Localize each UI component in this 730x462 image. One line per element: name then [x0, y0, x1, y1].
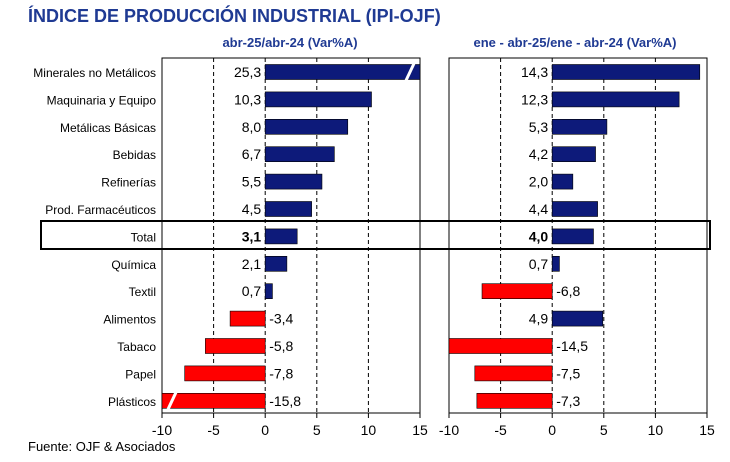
p1-tick-label: -5: [207, 422, 220, 438]
category-label-papel: Papel: [125, 367, 156, 381]
p2-value-label-plasticos: -7,3: [556, 393, 580, 409]
p2-tick-label: 10: [648, 422, 664, 438]
p2-tick-label: 5: [600, 422, 608, 438]
p1-bar-tabaco: [205, 338, 266, 354]
category-labels: Minerales no Metálicos Maquinaria y Equip…: [33, 66, 156, 409]
p1-bar-prod-farmaceuticos: [264, 201, 312, 217]
p2-tick-label: 15: [699, 422, 715, 438]
p1-value-label-tabaco: -5,8: [269, 338, 293, 354]
p2-value-label-minerales-no-metalicos: 14,3: [521, 64, 548, 80]
p1-value-label-maquinaria-y-equipo: 10,3: [234, 91, 261, 107]
p2-value-label-bebidas: 4,2: [529, 146, 549, 162]
p1-bar-quimica: [264, 255, 288, 272]
p2-value-label-total: 4,0: [529, 228, 549, 244]
p1-value-label-minerales-no-metalicos: 25,3: [234, 64, 261, 80]
p1-bar-alimentos: [229, 310, 266, 327]
p1-value-label-alimentos: -3,4: [269, 311, 293, 327]
category-label-metalicas-basicas: Metálicas Básicas: [60, 121, 156, 135]
p2-bar-alimentos: [551, 310, 604, 327]
p1-value-label-metalicas-basicas: 8,0: [242, 119, 262, 135]
category-label-total: Total: [131, 230, 156, 244]
p2-bar-metalicas-basicas: [551, 119, 608, 135]
category-label-refinerias: Refinerías: [101, 176, 156, 190]
p1-plot-frame: [161, 57, 421, 414]
p1-tick-label: 10: [361, 422, 377, 438]
p1-value-label-bebidas: 6,7: [242, 146, 262, 162]
category-label-bebidas: Bebidas: [113, 148, 156, 162]
p2-bar-tabaco: [448, 338, 553, 354]
p2-bar-total: [551, 228, 594, 245]
p2-bar-quimica: [551, 255, 560, 272]
p1-bar-textil: [264, 283, 273, 300]
p1-bar-papel: [184, 365, 266, 382]
category-label-tabaco: Tabaco: [117, 340, 156, 354]
p2-plot-frame: [448, 57, 708, 414]
source-note: Fuente: OJF & Asociados: [28, 439, 176, 454]
p2-value-label-tabaco: -14,5: [556, 338, 588, 354]
chart-title: ÍNDICE DE PRODUCCIÓN INDUSTRIAL (IPI-OJF…: [28, 5, 441, 26]
panel-monthly: -10 -5 0 5 10 15 25,3 10,3 8,0 6,7 5,5 4,5 3,1 2,1 0,7…: [152, 57, 428, 438]
p1-value-label-quimica: 2,1: [242, 256, 262, 272]
category-label-minerales-no-metalicos: Minerales no Metálicos: [33, 66, 156, 80]
p1-tick-label: 5: [313, 422, 321, 438]
p1-value-label-textil: 0,7: [242, 283, 262, 299]
p2-value-label-metalicas-basicas: 5,3: [529, 119, 549, 135]
p1-tick-label: 15: [412, 422, 428, 438]
p1-axis-break-minerales-no-metalicos: [404, 62, 416, 82]
p1-bar-maquinaria-y-equipo: [264, 91, 372, 108]
p2-bar-prod-farmaceuticos: [551, 201, 598, 217]
p2-bar-plasticos: [476, 392, 553, 409]
p1-value-label-prod-farmaceuticos: 4,5: [242, 201, 262, 217]
p2-bar-papel: [474, 365, 553, 382]
category-label-maquinaria-y-equipo: Maquinaria y Equipo: [47, 93, 157, 107]
p2-tick-label: -10: [439, 422, 459, 438]
p2-value-label-maquinaria-y-equipo: 12,3: [521, 91, 548, 107]
p1-bar-total: [264, 228, 298, 245]
p2-value-label-prod-farmaceuticos: 4,4: [529, 201, 549, 217]
p1-tick-label: -10: [152, 422, 172, 438]
p2-bar-minerales-no-metalicos: [551, 64, 701, 80]
panel-ytd: -10 -5 0 5 10 15 14,3 12,3 5,3 4,2 2,0 4,4 4,0 0,7 -6,…: [439, 57, 715, 438]
panel2-subtitle: ene - abr-25/ene - abr-24 (Var%A): [473, 35, 676, 50]
p1-bar-minerales-no-metalicos: [264, 64, 421, 80]
category-label-prod-farmaceuticos: Prod. Farmacéuticos: [45, 203, 156, 217]
category-label-textil: Textil: [129, 285, 156, 299]
p1-value-label-plasticos: -15,8: [269, 393, 301, 409]
p2-bar-refinerias: [551, 173, 574, 190]
p2-value-label-refinerias: 2,0: [529, 174, 549, 190]
p1-value-label-total: 3,1: [242, 228, 262, 244]
p2-tick-label: -5: [494, 422, 507, 438]
p2-bar-bebidas: [551, 146, 596, 162]
p2-value-label-papel: -7,5: [556, 365, 580, 381]
category-label-alimentos: Alimentos: [103, 313, 156, 327]
total-highlight-box: [40, 220, 711, 250]
p1-bar-metalicas-basicas: [264, 119, 349, 135]
p1-bar-plasticos: [161, 392, 266, 409]
p2-bar-textil: [481, 283, 553, 300]
panel1-subtitle: abr-25/abr-24 (Var%A): [222, 35, 357, 50]
p1-value-label-papel: -7,8: [269, 365, 293, 381]
p1-bar-bebidas: [264, 146, 335, 162]
p1-axis-break-plasticos: [166, 391, 178, 410]
p2-value-label-alimentos: 4,9: [529, 311, 549, 327]
category-label-quimica: Química: [111, 258, 156, 272]
category-label-plasticos: Plásticos: [108, 395, 156, 409]
p1-tick-label: 0: [261, 422, 269, 438]
p2-value-label-textil: -6,8: [556, 283, 580, 299]
p2-bar-maquinaria-y-equipo: [551, 91, 680, 108]
p1-value-label-refinerias: 5,5: [242, 174, 262, 190]
p2-value-label-quimica: 0,7: [529, 256, 549, 272]
p1-bar-refinerias: [264, 173, 323, 190]
p2-tick-label: 0: [548, 422, 556, 438]
